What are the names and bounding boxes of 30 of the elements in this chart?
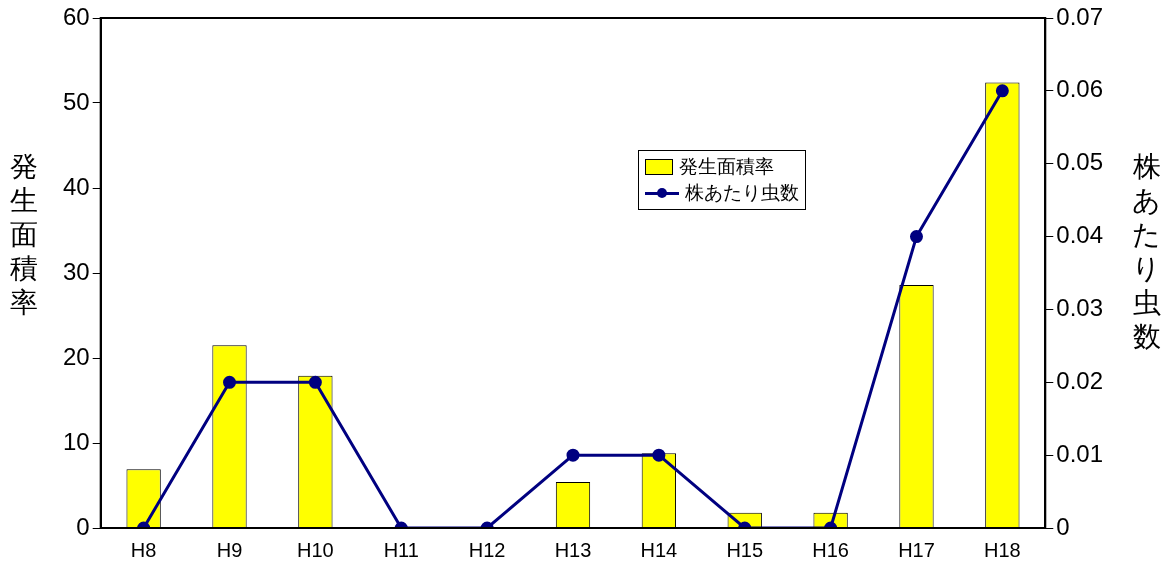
y-tick-label: 40 — [62, 172, 90, 200]
y2-tick-label: 0.02 — [1056, 366, 1104, 394]
y2-axis-title: 株あたり虫数 — [1132, 150, 1161, 354]
x-tick-label: H17 — [898, 538, 935, 561]
x-tick-label: H8 — [130, 538, 157, 561]
y2-tick-label: 0.04 — [1056, 221, 1104, 249]
x-tick-label: H10 — [297, 538, 334, 561]
x-tick-label: H12 — [468, 538, 506, 561]
x-tick-label: H13 — [554, 538, 592, 561]
x-tick-label: H14 — [640, 538, 678, 561]
y-tick-label: 60 — [62, 2, 90, 30]
y-tick-label: 0 — [76, 512, 90, 540]
y2-tick-label: 0.01 — [1056, 439, 1104, 467]
x-tick-label: H18 — [984, 538, 1021, 561]
y2-tick-label: 0 — [1056, 512, 1070, 540]
legend-label: 株あたり虫数 — [685, 180, 799, 205]
y-tick-label: 30 — [62, 257, 90, 285]
y-tick-label: 20 — [62, 342, 90, 370]
x-tick-label: H15 — [726, 538, 764, 561]
x-tick-label: H9 — [216, 538, 243, 561]
y-tick-label: 50 — [62, 87, 90, 115]
x-tick-label: H11 — [383, 538, 419, 561]
y2-tick-label: 0.06 — [1056, 75, 1104, 103]
legend-label: 発生面積率 — [679, 154, 774, 179]
y2-tick-label: 0.05 — [1056, 148, 1104, 176]
y-tick-label: 10 — [62, 427, 90, 455]
y-axis-title: 発生面積率 — [10, 150, 38, 320]
x-tick-label: H16 — [812, 538, 849, 561]
y2-tick-label: 0.03 — [1056, 294, 1104, 322]
y2-tick-label: 0.07 — [1056, 2, 1104, 30]
